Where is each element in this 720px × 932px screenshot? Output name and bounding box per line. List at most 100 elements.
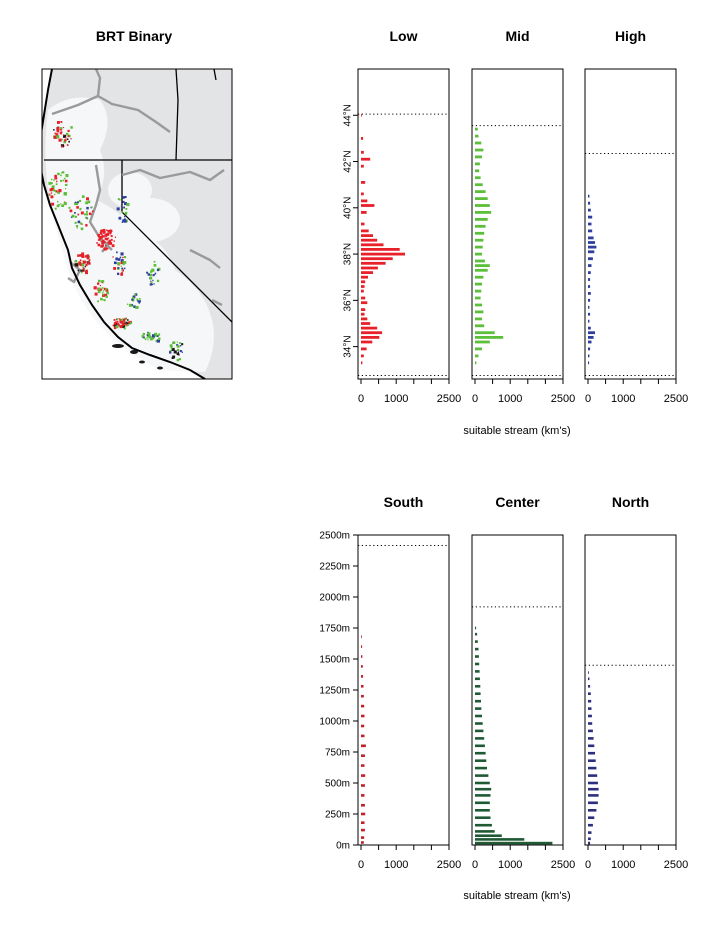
occurrence-dot xyxy=(119,256,122,259)
bar xyxy=(475,155,482,159)
bar xyxy=(361,113,362,117)
occurrence-dot xyxy=(125,214,127,216)
bar xyxy=(588,208,591,212)
occurrence-dot xyxy=(179,350,182,353)
occurrence-dot xyxy=(124,211,128,215)
bar xyxy=(588,292,591,295)
occurrence-dot xyxy=(103,287,107,291)
islands xyxy=(112,344,163,370)
occurrence-dot xyxy=(117,258,121,261)
occurrence-dot xyxy=(153,260,156,263)
bar xyxy=(588,794,599,797)
occurrence-dot xyxy=(151,268,155,272)
map-panel: BRT Binary xyxy=(41,28,233,380)
bar xyxy=(361,164,364,168)
occurrence-dot xyxy=(111,244,115,248)
occurrence-dot xyxy=(181,343,184,346)
bar xyxy=(361,645,363,648)
occurrence-dot xyxy=(137,300,140,303)
bar xyxy=(361,301,368,305)
occurrence-dot xyxy=(65,183,68,186)
occurrence-dot xyxy=(122,200,125,203)
occurrence-dot xyxy=(97,282,100,285)
occurrence-dot xyxy=(65,132,69,136)
occurrence-dot xyxy=(172,355,176,359)
bar xyxy=(475,141,482,145)
occurrence-dot xyxy=(102,235,105,238)
occurrence-dot xyxy=(127,324,130,326)
occurrence-dot xyxy=(62,134,65,136)
occurrence-dot xyxy=(124,202,127,206)
occurrence-dot xyxy=(116,323,120,326)
occurrence-dot xyxy=(57,191,60,194)
bar xyxy=(475,794,491,797)
occurrence-dot xyxy=(156,279,160,283)
bar xyxy=(475,699,481,703)
occurrence-dot xyxy=(112,324,115,327)
occurrence-dot xyxy=(170,346,173,349)
occurrence-dot xyxy=(102,291,104,294)
bar xyxy=(361,326,378,330)
occurrence-dot xyxy=(100,288,103,291)
occurrence-dot xyxy=(105,295,108,298)
bar xyxy=(475,729,484,733)
occurrence-dot xyxy=(108,240,111,243)
bar xyxy=(361,754,365,757)
occurrence-dot xyxy=(132,305,134,307)
occurrence-dot xyxy=(139,300,141,303)
bar xyxy=(361,238,378,242)
bar xyxy=(475,662,480,666)
bar xyxy=(475,722,483,725)
occurrence-dot xyxy=(62,179,65,182)
occurrence-dot xyxy=(98,237,102,241)
occurrence-dot xyxy=(81,255,85,258)
bar xyxy=(475,148,484,152)
occurrence-dot xyxy=(101,241,104,244)
bar xyxy=(361,774,366,777)
occurrence-dot xyxy=(51,202,55,206)
occurrence-dot xyxy=(76,206,79,209)
occurrence-dot xyxy=(102,228,106,232)
occurrence-dot xyxy=(51,187,54,191)
occurrence-dot xyxy=(107,237,110,239)
occurrence-dot xyxy=(115,257,118,260)
occurrence-dot xyxy=(147,273,150,276)
map-title: BRT Binary xyxy=(96,28,172,44)
bar xyxy=(475,834,502,837)
occurrence-dot xyxy=(80,271,83,274)
occurrence-dot xyxy=(122,196,125,199)
bar xyxy=(475,190,486,193)
occurrence-dot xyxy=(97,234,100,237)
occurrence-dot xyxy=(124,317,127,321)
bar xyxy=(475,259,485,263)
occurrence-dot xyxy=(74,221,77,224)
occurrence-dot xyxy=(173,350,177,354)
occurrence-dot xyxy=(177,351,180,353)
occurrence-dot xyxy=(136,298,139,301)
occurrence-dot xyxy=(102,293,105,296)
occurrence-dot xyxy=(123,206,125,209)
occurrence-dot xyxy=(124,196,127,199)
occurrence-dot xyxy=(119,325,123,329)
bar xyxy=(361,317,368,321)
occurrence-dot xyxy=(60,128,63,131)
occurrence-dot xyxy=(120,252,124,256)
occurrence-dot xyxy=(123,219,127,223)
bar xyxy=(361,812,366,816)
occurrence-dot xyxy=(68,140,70,143)
bar xyxy=(475,310,484,314)
bar xyxy=(475,296,481,300)
occurrence-dot xyxy=(119,318,122,321)
bar xyxy=(588,298,591,302)
occurrence-dot xyxy=(178,358,181,361)
bar xyxy=(588,319,590,323)
bar xyxy=(361,280,366,284)
occurrence-dot xyxy=(150,281,153,284)
occurrence-dot xyxy=(133,305,136,308)
occurrence-dot xyxy=(110,229,113,232)
occurrence-dot xyxy=(105,289,109,292)
occurrence-dot xyxy=(150,280,152,282)
bar xyxy=(475,685,481,688)
occurrence-dot xyxy=(75,201,77,203)
